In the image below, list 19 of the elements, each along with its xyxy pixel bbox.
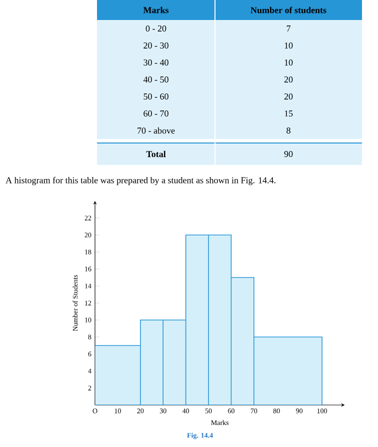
text: 8: [286, 127, 290, 134]
text: 30 - 40: [144, 59, 168, 66]
text: 20 - 30: [144, 42, 168, 49]
text: 70 - above: [138, 127, 175, 134]
text: Number of students: [250, 6, 326, 14]
text: 40 - 50: [143, 76, 168, 83]
text: A histogram for this table was prepared by a student as shown in Fig. 14.4.: [6, 176, 276, 186]
text: 20: [284, 93, 293, 100]
text: 10: [284, 42, 293, 49]
text: 7: [286, 26, 290, 32]
text: 0 - 20: [146, 25, 166, 32]
text: Total: [146, 150, 166, 158]
text: 20: [284, 76, 293, 83]
text: 60 - 70: [144, 110, 168, 117]
text: 50 - 60: [144, 93, 168, 100]
text: 90: [284, 150, 293, 158]
text: 10: [284, 59, 293, 66]
text: 15: [284, 110, 293, 117]
text: Marks: [143, 6, 169, 14]
